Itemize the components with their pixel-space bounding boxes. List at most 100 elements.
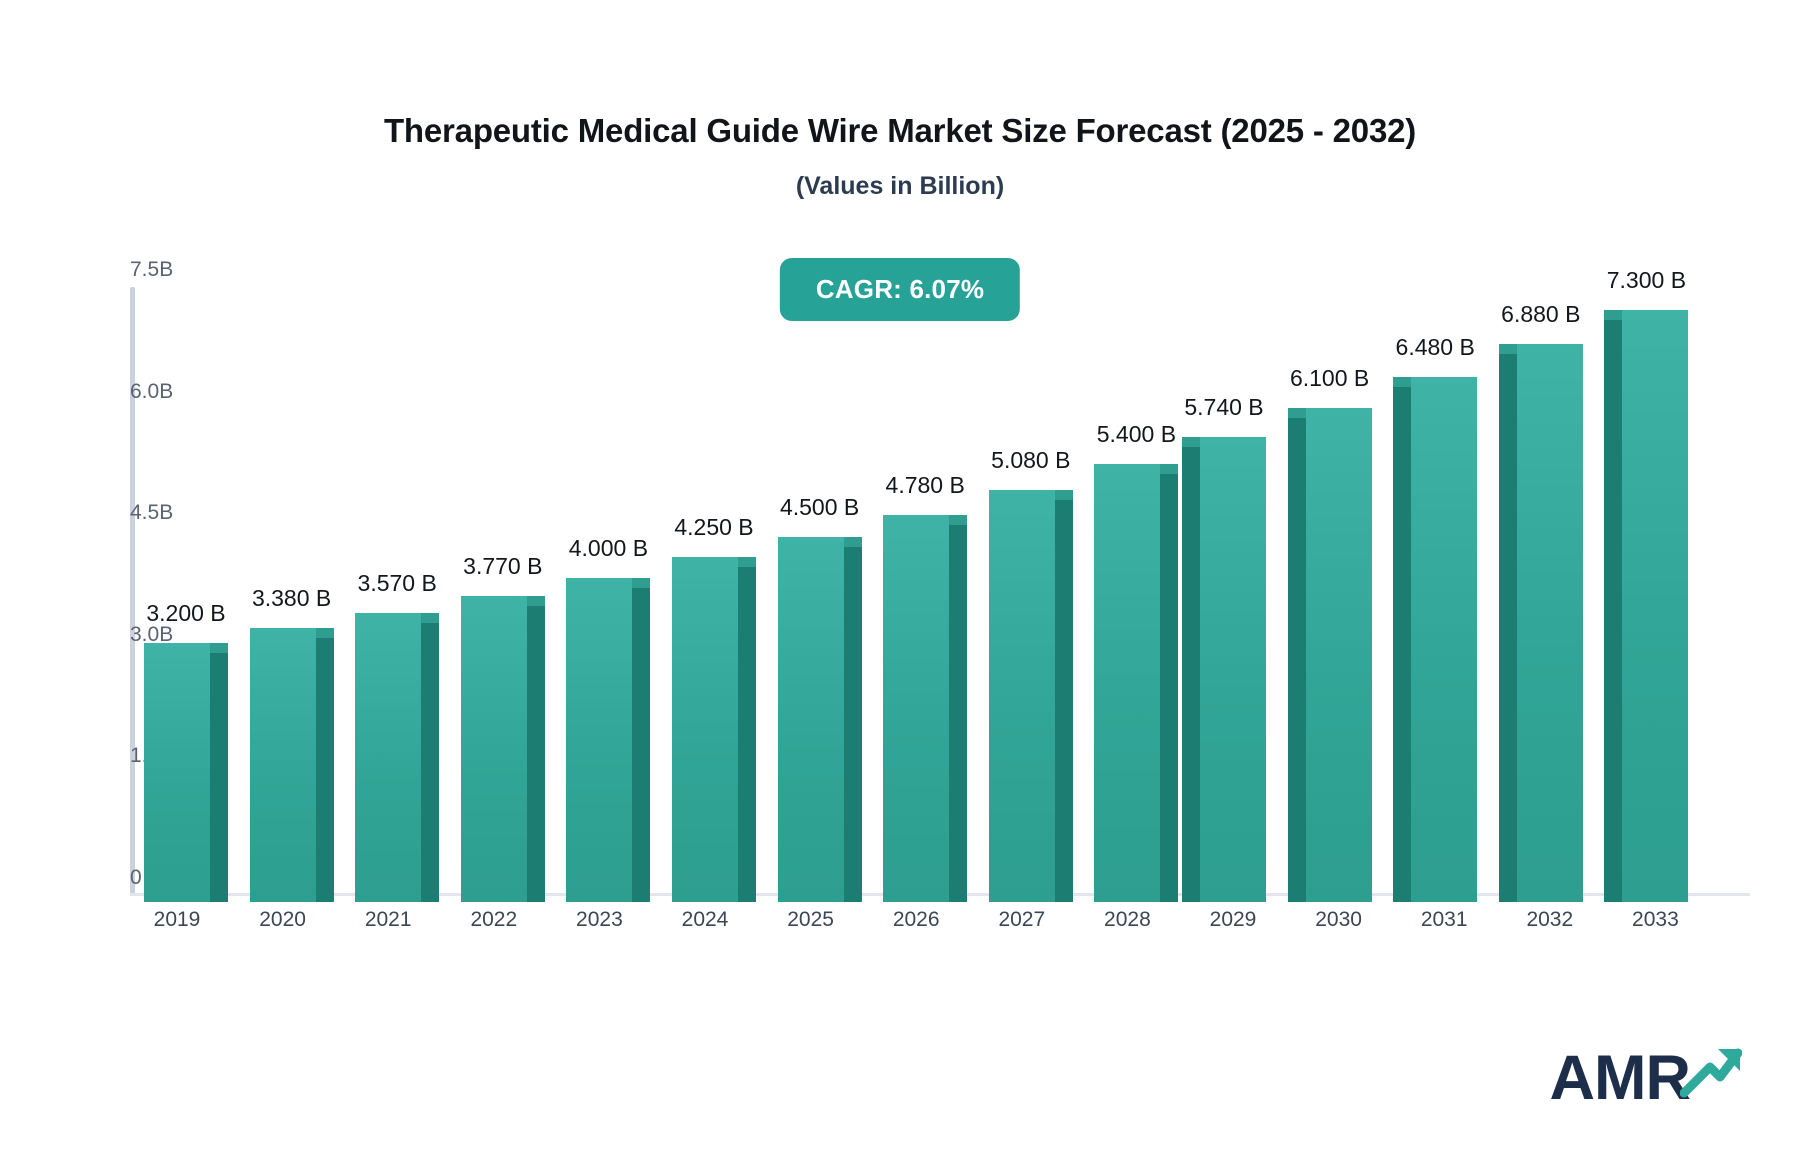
bar-depth-face [421,622,440,902]
x-axis-tick-label: 2028 [1104,908,1151,931]
bar-top-face [1393,376,1412,387]
bar-top-face [1054,490,1073,501]
bar-depth-face [1160,474,1179,902]
growth-arrow-icon [1679,1045,1743,1104]
x-axis-tick-label: 2030 [1315,908,1362,931]
x-axis-tick-label: 2031 [1420,908,1468,931]
x-axis-tick-label: 2020 [259,908,306,931]
bar-top-face [210,642,228,653]
bar-value-label: 3.380 B [251,585,332,611]
bar-top-face [1287,407,1306,418]
bar-front-face [355,612,422,902]
bar-value-label: 5.740 B [1184,393,1264,420]
chart-title: Therapeutic Medical Guide Wire Market Si… [383,112,1417,149]
bar-value-label: 3.570 B [357,569,437,596]
bar[interactable]: 6.100 B [1287,365,1372,902]
bar[interactable]: 5.080 B [988,447,1073,902]
bar-front-face [1516,344,1583,902]
bar-value-label: 6.480 B [1395,333,1475,360]
bar-front-face [460,596,527,902]
bar[interactable]: 3.200 B [144,600,228,902]
bar-top-face [315,628,334,638]
bar[interactable]: 5.740 B [1182,394,1266,902]
bar-top-face [1182,436,1200,447]
bar-depth-face [949,524,968,902]
x-axis-tick-label: 2021 [364,908,412,931]
bar-top-face [1498,344,1517,355]
bar-top-face [526,596,545,607]
bar[interactable]: 4.500 B [777,494,862,902]
chart-subtitle: (Values in Billion) [795,172,1005,200]
bar[interactable]: 3.570 B [355,570,440,902]
bar-front-face [672,557,738,902]
bar-value-label: 4.250 B [674,514,754,541]
bar-value-label: 3.770 B [463,553,543,580]
bar-front-face [1094,464,1161,902]
bar-value-label: 4.780 B [885,471,965,498]
bar-value-label: 4.000 B [568,534,649,561]
cagr-badge: CAGR: 6.07% [779,258,1021,321]
bar-value-label: 4.500 B [779,494,860,521]
y-axis-tick-label: 4.5B [130,501,174,525]
bar-depth-face [1287,417,1306,902]
x-axis-tick-label: 2022 [470,908,518,931]
bar-top-face [632,577,651,588]
y-axis-tick-label: 6.0B [130,379,174,403]
amr-logo-text: AMR [1549,1043,1691,1113]
y-axis-line [130,287,135,895]
x-axis-tick-label: 2024 [681,908,729,931]
bar-front-face [249,628,316,902]
bar-value-label: 6.100 B [1289,364,1370,391]
bar-top-face [949,514,968,525]
bar-depth-face [843,547,862,902]
bar-depth-face [1182,446,1200,902]
bar-front-face [988,490,1055,902]
bar-depth-face [526,606,545,902]
bar-top-face [421,612,440,623]
bar[interactable]: 5.400 B [1094,421,1179,902]
x-axis-tick-label: 2026 [892,908,940,931]
x-axis-tick-label: 2033 [1632,908,1679,931]
x-axis-tick-label: 2025 [787,908,834,931]
bar[interactable]: 4.000 B [566,535,651,902]
bar-front-face [883,514,950,902]
bar-value-label: 5.400 B [1096,421,1177,448]
bar-front-face [1200,436,1266,902]
bar-depth-face [210,652,228,902]
bar-top-face [738,557,756,568]
bar-front-face [777,537,844,902]
bar[interactable]: 6.880 B [1498,301,1583,902]
bar-top-face [1604,310,1623,321]
bar-value-label: 5.080 B [991,447,1071,474]
plot-area: 01.5B3.0B4.5B6.0B7.5B 3.200 B3.380 B3.57… [130,258,1732,902]
x-axis-tick-label: 2023 [576,908,623,931]
bar-depth-face [632,587,651,902]
bar-depth-face [738,567,756,902]
bar-front-face [1305,407,1372,902]
bar-depth-face [315,638,334,902]
bar-front-face [144,642,210,902]
bar[interactable]: 4.250 B [672,514,756,902]
bar[interactable]: 3.380 B [249,585,334,902]
bar-front-face [1411,376,1478,902]
bar-depth-face [1054,500,1073,902]
amr-logo: AMR [1549,1043,1743,1113]
bar-front-face [566,577,633,902]
x-axis-tick-label: 2029 [1209,908,1257,931]
bar[interactable]: 3.770 B [460,553,545,902]
bar-depth-face [1604,320,1623,902]
y-axis-tick-label: 0 [130,866,142,889]
y-axis-tick-label: 7.5B [130,258,174,281]
x-axis-tick-label: 2019 [153,908,201,931]
bar-top-face [843,537,862,548]
bar[interactable]: 4.780 B [883,472,968,902]
x-axis-tick-label: 2032 [1526,908,1574,931]
bar[interactable]: 6.480 B [1393,334,1478,902]
bar[interactable]: 7.300 B [1604,267,1689,902]
bar-depth-face [1393,386,1412,902]
bar-front-face [1622,310,1689,902]
bar-value-label: 6.880 B [1501,301,1581,328]
x-axis-tick-label: 2027 [998,908,1046,931]
bar-value-label: 3.200 B [146,599,226,626]
